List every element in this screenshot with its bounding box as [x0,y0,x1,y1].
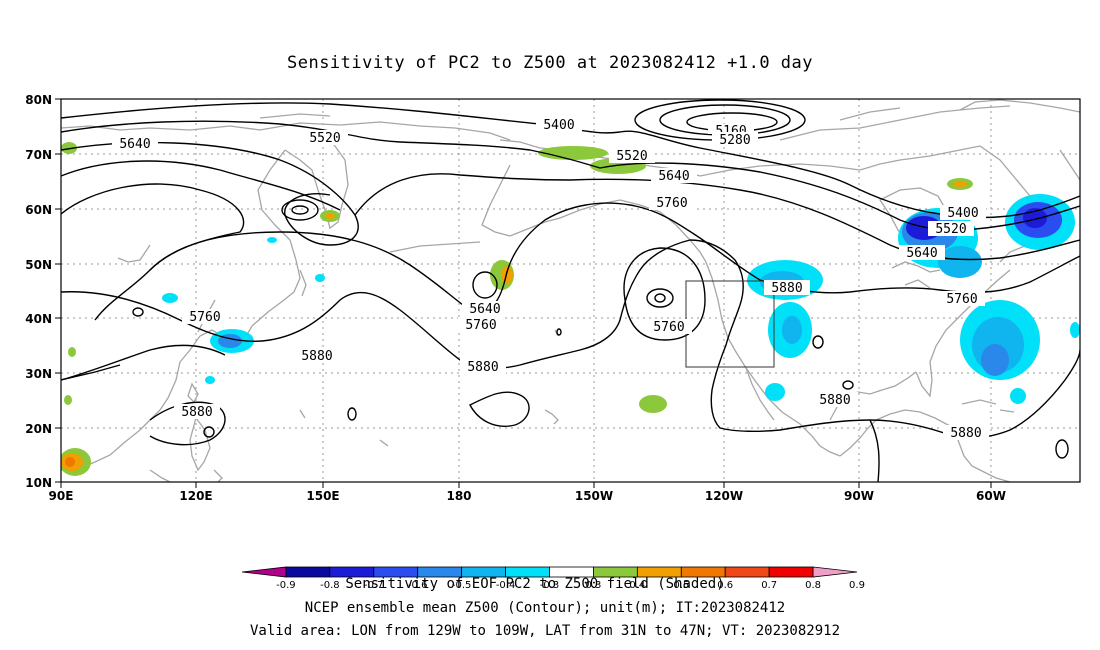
colorbar-tick-label: 0.9 [849,580,865,591]
colorbar-swatch [241,566,287,578]
lat-label: 40N [25,312,52,326]
colorbar-tick-label: 0.4 [629,580,645,591]
colorbar-swatch [768,566,814,578]
lat-label: 70N [25,148,52,162]
lon-label: 120W [705,489,743,503]
latitude-labels: 80N 70N 60N 50N 40N 30N 20N 10N [25,93,52,490]
colorbar [241,566,858,578]
contour-label-5520: 5520 [935,222,966,237]
colorbar-tick-label: 0.8 [805,580,821,591]
lon-label: 150E [306,489,339,503]
colorbar-tick-label: -0.6 [408,580,428,591]
lon-label: 90E [49,489,74,503]
plot-frame [60,98,1081,483]
lat-label: 50N [25,258,52,272]
caption-line-1: Sensitivity of EOF PC2 to Z500 field (Sh… [345,576,724,592]
sensitivity-shading [61,142,1080,476]
gridlines [61,99,1080,482]
colorbar-tick-label: 0.7 [761,580,777,591]
contour-label-5640: 5640 [469,302,500,317]
contour-label-5400: 5400 [947,206,978,221]
colorbar-tick-label: -0.5 [452,580,472,591]
contour-label-5400: 5400 [543,118,574,133]
contour-label-5760: 5760 [189,310,220,325]
contour-label-5760: 5760 [946,292,977,307]
contour-label-5640: 5640 [906,246,937,261]
colorbar-swatch [812,566,858,578]
colorbar-tick-label: 0.3 [585,580,601,591]
map-title: Sensitivity of PC2 to Z500 at 2023082412… [287,53,813,73]
lon-label: 60W [976,489,1006,503]
colorbar-ticks: -0.9 -0.8 -0.7 -0.6 -0.5 -0.4 -0.3 0.3 0.4 0.5 0.6… [276,580,865,591]
lon-label: 150W [575,489,613,503]
lat-label: 20N [25,422,52,436]
contour-label-5880: 5880 [950,426,981,441]
contour-label-5880: 5880 [181,405,212,420]
colorbar-tick-label: -0.3 [540,580,560,591]
lon-label: 120E [179,489,212,503]
contour-label-5880: 5880 [467,360,498,375]
colorbar-swatch [285,566,331,578]
contour-label-5760: 5760 [653,320,684,335]
lon-label: 180 [446,489,471,503]
tick-marks [55,98,992,488]
colorbar-swatch [724,566,770,578]
colorbar-tick-label: -0.7 [364,580,384,591]
colorbar-tick-label: -0.9 [276,580,296,591]
contour-label-5520: 5520 [616,149,647,164]
lat-label: 30N [25,367,52,381]
contour-label-5640: 5640 [658,169,689,184]
contour-label-5520: 5520 [309,131,340,146]
contour-labels: 5640 5520 5400 5160 5280 5520 5640 5760 … [112,117,989,441]
contour-label-5760: 5760 [465,318,496,333]
contour-label-5640: 5640 [119,137,150,152]
contour-label-5880: 5880 [301,349,332,364]
lon-label: 90W [844,489,874,503]
contour-label-5880: 5880 [819,393,850,408]
longitude-labels: 90E 120E 150E 180 150W 120W 90W 60W [49,489,1006,503]
colorbar-tick-label: -0.4 [496,580,516,591]
colorbar-tick-label: 0.6 [717,580,733,591]
contour-label-5280: 5280 [719,133,750,148]
contour-label-5760: 5760 [656,196,687,211]
caption-line-3: Valid area: LON from 129W to 109W, LAT f… [250,623,840,639]
colorbar-tick-label: 0.5 [673,580,689,591]
lat-label: 10N [25,476,52,490]
caption-line-2: NCEP ensemble mean Z500 (Contour); unit(… [305,600,785,616]
colorbar-tick-label: -0.8 [320,580,340,591]
lat-label: 80N [25,93,52,107]
contour-label-5880: 5880 [771,281,802,296]
lat-label: 60N [25,203,52,217]
